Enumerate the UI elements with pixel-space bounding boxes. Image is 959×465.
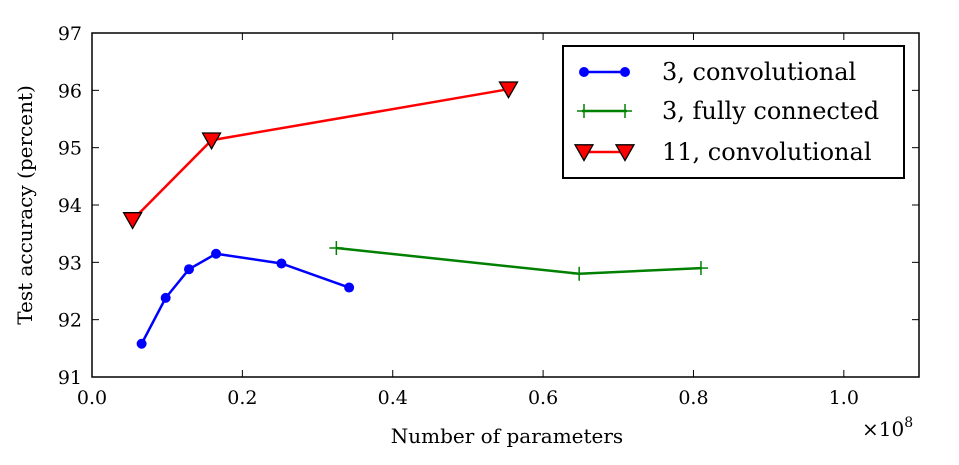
- y-tick-label: 91: [58, 367, 82, 389]
- series-line-0: [140, 252, 350, 345]
- data-point-0-0: [136, 338, 147, 349]
- x-axis-label: Number of parameters: [391, 424, 623, 448]
- y-tick-label: 92: [58, 310, 82, 332]
- data-point-0-1: [160, 292, 171, 303]
- data-point-0-3: [211, 248, 222, 259]
- x-scale-base: ×10: [862, 417, 904, 441]
- legend-entry-0: 3, convolutional: [579, 58, 856, 86]
- x-tick-label: 0.4: [378, 387, 408, 409]
- x-scale-offset: ×108: [862, 415, 913, 441]
- data-point-2-0: [122, 212, 143, 230]
- x-tick-label: 0.2: [227, 387, 257, 409]
- data-point-2-1: [201, 132, 222, 151]
- x-tick-label: 0.6: [528, 387, 558, 409]
- x-tick-label: 0.8: [678, 387, 708, 409]
- legend-entry-2: 11, convolutional: [573, 138, 872, 166]
- series-markers: [122, 81, 708, 349]
- data-point-1-1: [572, 266, 587, 281]
- data-point-0-5: [344, 282, 355, 293]
- y-tick-label: 93: [58, 252, 82, 274]
- legend-marker: [618, 104, 632, 118]
- legend-label: 11, convolutional: [662, 138, 872, 166]
- legend: 3, convolutional 3, fully connected 11, co…: [562, 45, 905, 179]
- y-tick-label: 95: [58, 138, 82, 160]
- legend-entry-1: 3, fully connected: [577, 97, 879, 125]
- series-line-1: [336, 246, 702, 276]
- x-tick-label: 1.0: [829, 387, 859, 409]
- axis-ticks: 0.0 0.2 0.4 0.6 0.8 1.0 91 92 93 94 95 96 97: [58, 23, 919, 409]
- x-tick-label: 0.0: [77, 387, 107, 409]
- legend-marker: [573, 144, 595, 162]
- data-point-2-2: [498, 81, 519, 100]
- y-tick-label: 96: [58, 80, 82, 102]
- legend-marker: [577, 104, 591, 118]
- data-point-0-4: [276, 258, 287, 269]
- data-point-0-2: [183, 264, 194, 275]
- data-point-1-0: [329, 241, 344, 255]
- series-line-2: [131, 87, 509, 221]
- legend-label: 3, convolutional: [662, 58, 856, 86]
- x-scale-exponent: 8: [904, 415, 913, 431]
- y-axis-label: Test accuracy (percent): [13, 85, 37, 325]
- legend-entries: 3, convolutional 3, fully connected 11, co…: [573, 58, 879, 166]
- legend-marker: [579, 67, 589, 77]
- legend-label: 3, fully connected: [662, 97, 879, 125]
- data-point-1-2: [693, 261, 708, 276]
- y-tick-label: 94: [58, 195, 82, 217]
- legend-marker: [620, 67, 630, 77]
- y-tick-label: 97: [58, 23, 82, 45]
- plot-frame: [91, 32, 920, 378]
- legend-marker: [614, 144, 636, 162]
